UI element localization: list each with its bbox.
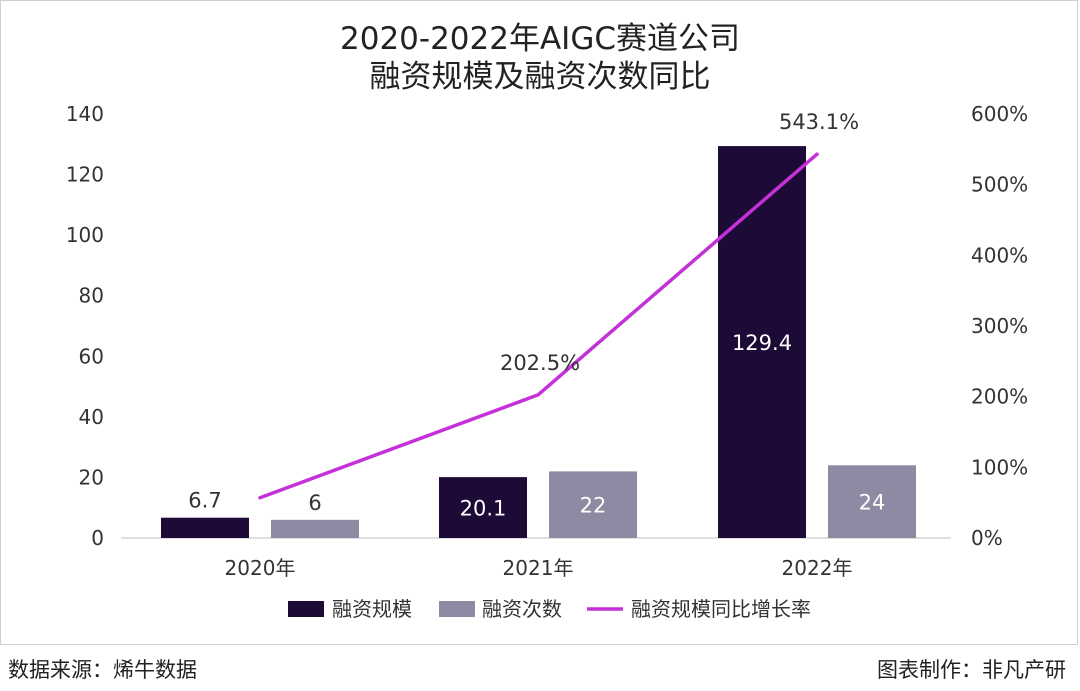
y-right-tick-label: 300%: [971, 314, 1028, 338]
bar-financing-amount: [718, 146, 806, 539]
y-left-tick-label: 20: [79, 465, 104, 489]
y-right-tick-label: 200%: [971, 385, 1028, 409]
legend-item-financing-amount-label: 融资规模: [332, 597, 412, 621]
legend-item-financing-count-swatch: [439, 601, 475, 617]
y-right-tick-label: 600%: [971, 102, 1028, 126]
y-right-tick-label: 500%: [971, 173, 1028, 197]
bar-financing-count: [549, 471, 637, 538]
x-category-label: 2021年: [503, 556, 574, 580]
y-left-tick-label: 0: [91, 526, 104, 550]
bar-financing-amount: [439, 477, 527, 538]
chart-title-line-1: 2020-2022年AIGC赛道公司: [340, 21, 740, 57]
bar-financing-amount: [161, 517, 249, 538]
legend-item-financing-count-label: 融资次数: [482, 597, 562, 621]
bar-data-label: 6.7: [188, 489, 221, 513]
y-left-tick-label: 80: [79, 284, 104, 308]
legend-item-growth-rate-label: 融资规模同比增长率: [631, 597, 811, 621]
y-left-tick-label: 60: [79, 344, 104, 368]
y-left-tick-label: 40: [79, 405, 104, 429]
bar-data-label: 24: [859, 491, 886, 515]
data-source-note: 数据来源：烯牛数据: [8, 658, 197, 682]
y-right-tick-label: 0%: [971, 526, 1003, 550]
chart-credit-note: 图表制作：非凡产研: [877, 658, 1066, 682]
x-category-label: 2022年: [782, 556, 853, 580]
bar-data-label: 20.1: [460, 497, 507, 521]
bar-financing-count: [271, 519, 359, 538]
bar-data-label: 6: [308, 491, 321, 515]
y-left-tick-label: 100: [66, 223, 104, 247]
y-right-tick-label: 400%: [971, 243, 1028, 267]
growth-rate-line: [258, 152, 819, 500]
bar-data-label: 22: [580, 494, 607, 518]
growth-rate-data-label: 543.1%: [779, 110, 859, 134]
growth-rate-data-label: 202.5%: [500, 351, 580, 375]
y-left-tick-label: 140: [66, 102, 104, 126]
chart-frame: 2020-2022年AIGC赛道公司 融资规模及融资次数同比 0 20 40 60 80 1…: [0, 0, 1078, 645]
bar-data-label: 129.4: [732, 331, 792, 355]
y-left-tick-label: 120: [66, 163, 104, 187]
bar-financing-count: [828, 465, 916, 538]
legend-item-financing-amount-swatch: [288, 601, 324, 617]
x-category-label: 2020年: [225, 556, 296, 580]
y-right-tick-label: 100%: [971, 455, 1028, 479]
chart-title-line-2: 融资规模及融资次数同比: [370, 59, 711, 95]
